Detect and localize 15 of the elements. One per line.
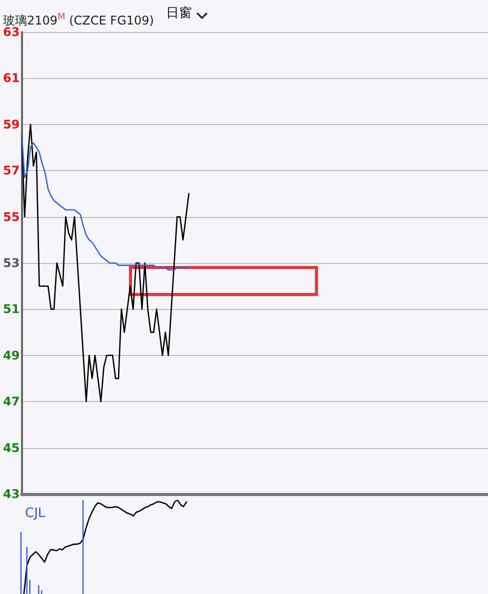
- y-tick-label: 57: [2, 164, 20, 178]
- line-series: [21, 124, 190, 402]
- line-series: [21, 132, 190, 271]
- y-tick-label: 63: [2, 25, 20, 39]
- y-tick-label: 43: [2, 487, 20, 501]
- text: CJL: [25, 506, 46, 521]
- y-tick-label: 55: [2, 210, 20, 224]
- y-tick-label: 49: [2, 348, 20, 362]
- y-tick-label: 47: [2, 394, 20, 409]
- y-tick-label: 51: [2, 302, 20, 316]
- y-tick-label: 53: [2, 256, 20, 270]
- y-tick-label: 59: [2, 117, 20, 132]
- text: 日窗: [166, 5, 192, 21]
- y-tick-label: 45: [2, 440, 20, 455]
- y-tick-label: 61: [2, 71, 20, 86]
